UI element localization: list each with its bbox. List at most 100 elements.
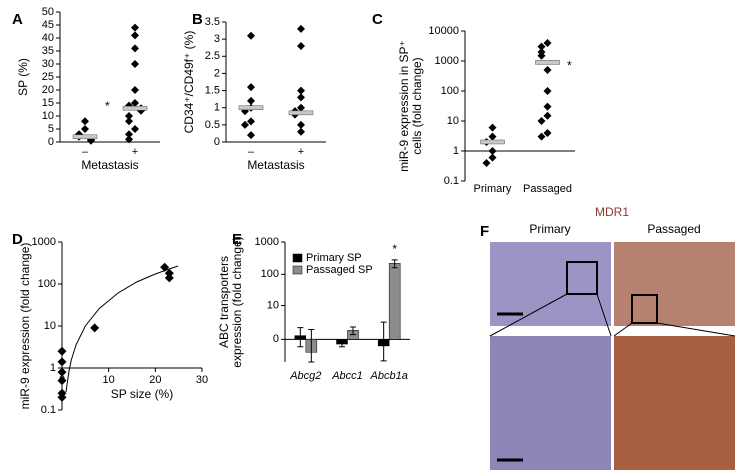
data-point (297, 120, 305, 129)
legend-swatch (292, 265, 303, 275)
x-tick-label: Abcb1a (370, 370, 408, 382)
data-point (90, 323, 100, 333)
data-point (543, 87, 552, 95)
y-tick-label: 1.5 (205, 84, 220, 96)
data-point (488, 123, 497, 132)
panel-letter: B (192, 11, 203, 28)
data-point (57, 376, 67, 386)
legend-swatch (292, 253, 303, 263)
y-tick-label: 30 (42, 58, 54, 70)
data-point (160, 262, 170, 272)
y-tick-label: 1 (214, 102, 220, 114)
data-point (131, 86, 139, 94)
x-tick-label: 30 (196, 374, 208, 386)
y-axis-label: cells (fold change) (410, 57, 424, 154)
error-bar (297, 327, 304, 348)
x-tick-label: + (132, 146, 138, 158)
y-tick-label: 1000 (255, 236, 279, 248)
data-point (131, 23, 139, 32)
y-tick-label: 10 (44, 320, 56, 332)
y-tick-label: 0 (273, 333, 279, 345)
panel-letter: A (12, 11, 23, 28)
data-point (247, 31, 255, 40)
x-tick-label: 10 (103, 374, 115, 386)
y-tick-label: 5 (48, 123, 54, 135)
y-axis-label: CD34⁺/CD49f⁺ (%) (182, 31, 196, 134)
y-tick-label: 1 (50, 362, 56, 374)
data-point (488, 153, 497, 162)
y-tick-label: 50 (42, 6, 54, 18)
annotation: * (392, 242, 397, 256)
y-tick-label: 2.5 (205, 50, 220, 62)
zoom-box (566, 261, 598, 295)
error-bar (350, 326, 356, 336)
x-axis-label: Metastasis (247, 158, 304, 172)
image-title: MDR1 (595, 205, 629, 219)
y-tick-label: 0.5 (205, 119, 220, 131)
y-tick-label: 40 (42, 32, 54, 44)
data-point (57, 392, 67, 402)
data-point (537, 51, 546, 60)
y-tick-label: 100 (441, 85, 459, 97)
data-point (543, 111, 552, 120)
data-point (488, 132, 497, 141)
data-point (543, 66, 552, 75)
data-point (543, 38, 552, 47)
panel-letter: C (372, 11, 383, 28)
data-point (537, 42, 546, 51)
median-bar (535, 60, 560, 65)
x-tick-label: Primary (474, 183, 512, 195)
data-point (543, 102, 552, 111)
panel-letter: D (12, 231, 23, 248)
zoom-line (613, 322, 633, 337)
data-point (125, 135, 133, 144)
y-tick-label: 1000 (32, 236, 56, 248)
y-axis-label: ABC transporters (217, 256, 231, 348)
data-point (537, 117, 546, 125)
data-point (131, 125, 139, 133)
zoom-line (656, 322, 736, 337)
y-tick-label: 10 (42, 110, 54, 122)
data-point (482, 158, 491, 167)
data-point (131, 99, 139, 107)
data-point (297, 42, 305, 50)
x-tick-label: + (298, 146, 304, 158)
median-bar (480, 139, 505, 145)
y-tick-label: 100 (261, 268, 279, 280)
data-point (247, 83, 255, 92)
data-point (297, 103, 305, 112)
data-point (57, 357, 67, 367)
data-point (57, 346, 67, 356)
y-axis-label: miR-9 expression in SP⁺ (397, 40, 411, 172)
x-tick-label: Passaged (523, 183, 572, 195)
x-axis-label: Metastasis (81, 158, 138, 172)
data-point (247, 131, 255, 140)
y-tick-label: 35 (42, 45, 54, 57)
x-tick-label: Abcg2 (289, 370, 321, 382)
fit-curve (65, 265, 179, 393)
x-tick-label: – (82, 146, 89, 158)
y-axis-label: SP (%) (16, 58, 30, 96)
y-tick-label: 0.1 (444, 175, 459, 187)
zoom-line (489, 293, 568, 337)
y-tick-label: 45 (42, 19, 54, 31)
data-point (81, 125, 89, 133)
column-label: Passaged (647, 222, 700, 236)
data-point (131, 44, 139, 53)
y-tick-label: 2 (214, 67, 220, 79)
median-bar (72, 134, 98, 140)
error-bar (339, 340, 345, 348)
y-axis-label: miR-9 expression (fold change) (18, 243, 32, 410)
zoom-line (596, 293, 612, 337)
y-tick-label: 15 (42, 97, 54, 109)
data-point (164, 268, 174, 278)
y-tick-label: 10000 (428, 25, 459, 37)
median-bar (288, 110, 314, 116)
data-point (297, 86, 305, 95)
micrographs (489, 242, 736, 470)
y-tick-label: 1 (453, 145, 459, 157)
x-tick-label: 20 (149, 374, 161, 386)
data-point (131, 31, 139, 40)
y-tick-label: 3.5 (205, 16, 220, 28)
